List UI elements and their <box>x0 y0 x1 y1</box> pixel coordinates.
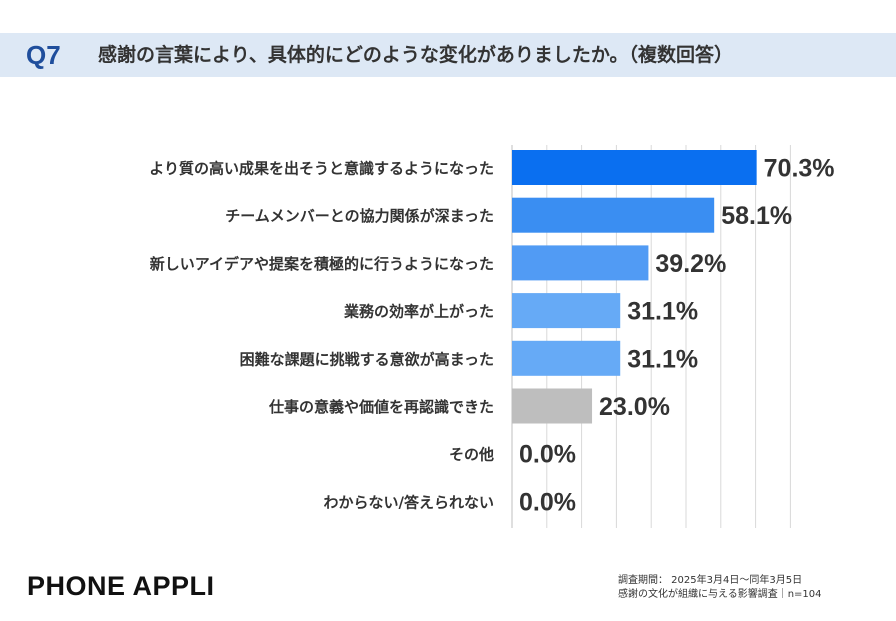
bar <box>512 388 593 424</box>
bar <box>512 245 649 281</box>
bar <box>512 293 621 329</box>
value-label: 23.0% <box>599 393 670 421</box>
value-label: 0.0% <box>519 488 576 516</box>
survey-footnote: 調査期間： 2025年3月4日～同年3月5日 感謝の文化が組織に与える影響調査｜… <box>618 574 822 602</box>
category-label: より質の高い成果を出そうと意識するようになった <box>149 160 494 178</box>
category-label: その他 <box>449 446 494 464</box>
category-label: 仕事の意義や価値を再認識できた <box>268 398 494 416</box>
value-label: 31.1% <box>627 298 698 326</box>
survey-info: 感謝の文化が組織に与える影響調査｜n=104 <box>618 589 822 600</box>
question-header: Q7 感謝の言葉により、具体的にどのような変化がありましたか。（複数回答） <box>0 33 896 77</box>
question-number: Q7 <box>26 40 61 70</box>
value-label: 31.1% <box>627 345 698 373</box>
value-label: 39.2% <box>655 250 726 278</box>
value-label: 0.0% <box>519 441 576 469</box>
chart-value-labels: 70.3% 58.1% 39.2% 31.1% 31.1% 23.0% 0.0% 0.0% <box>519 155 835 517</box>
value-label: 58.1% <box>721 202 792 230</box>
category-label: わからない/答えられない <box>324 493 494 511</box>
brand-logo: PHONE APPLI <box>27 571 215 601</box>
category-label: 新しいアイデアや提案を積極的に行うようになった <box>150 255 494 273</box>
survey-period: 調査期間： 2025年3月4日～同年3月5日 <box>618 575 803 586</box>
category-label: 困難な課題に挑戦する意欲が高まった <box>240 350 494 368</box>
bar <box>512 197 715 233</box>
chart-bars <box>512 150 757 424</box>
category-label: チームメンバーとの協力関係が深まった <box>225 207 494 225</box>
bar <box>512 150 757 185</box>
value-label: 70.3% <box>764 155 835 183</box>
category-label: 業務の効率が上がった <box>343 303 494 321</box>
chart-category-labels: より質の高い成果を出そうと意識するようになったチームメンバーとの協力関係が深まっ… <box>149 160 494 512</box>
bar <box>512 340 621 376</box>
question-text: 感謝の言葉により、具体的にどのような変化がありましたか。（複数回答） <box>98 44 733 66</box>
